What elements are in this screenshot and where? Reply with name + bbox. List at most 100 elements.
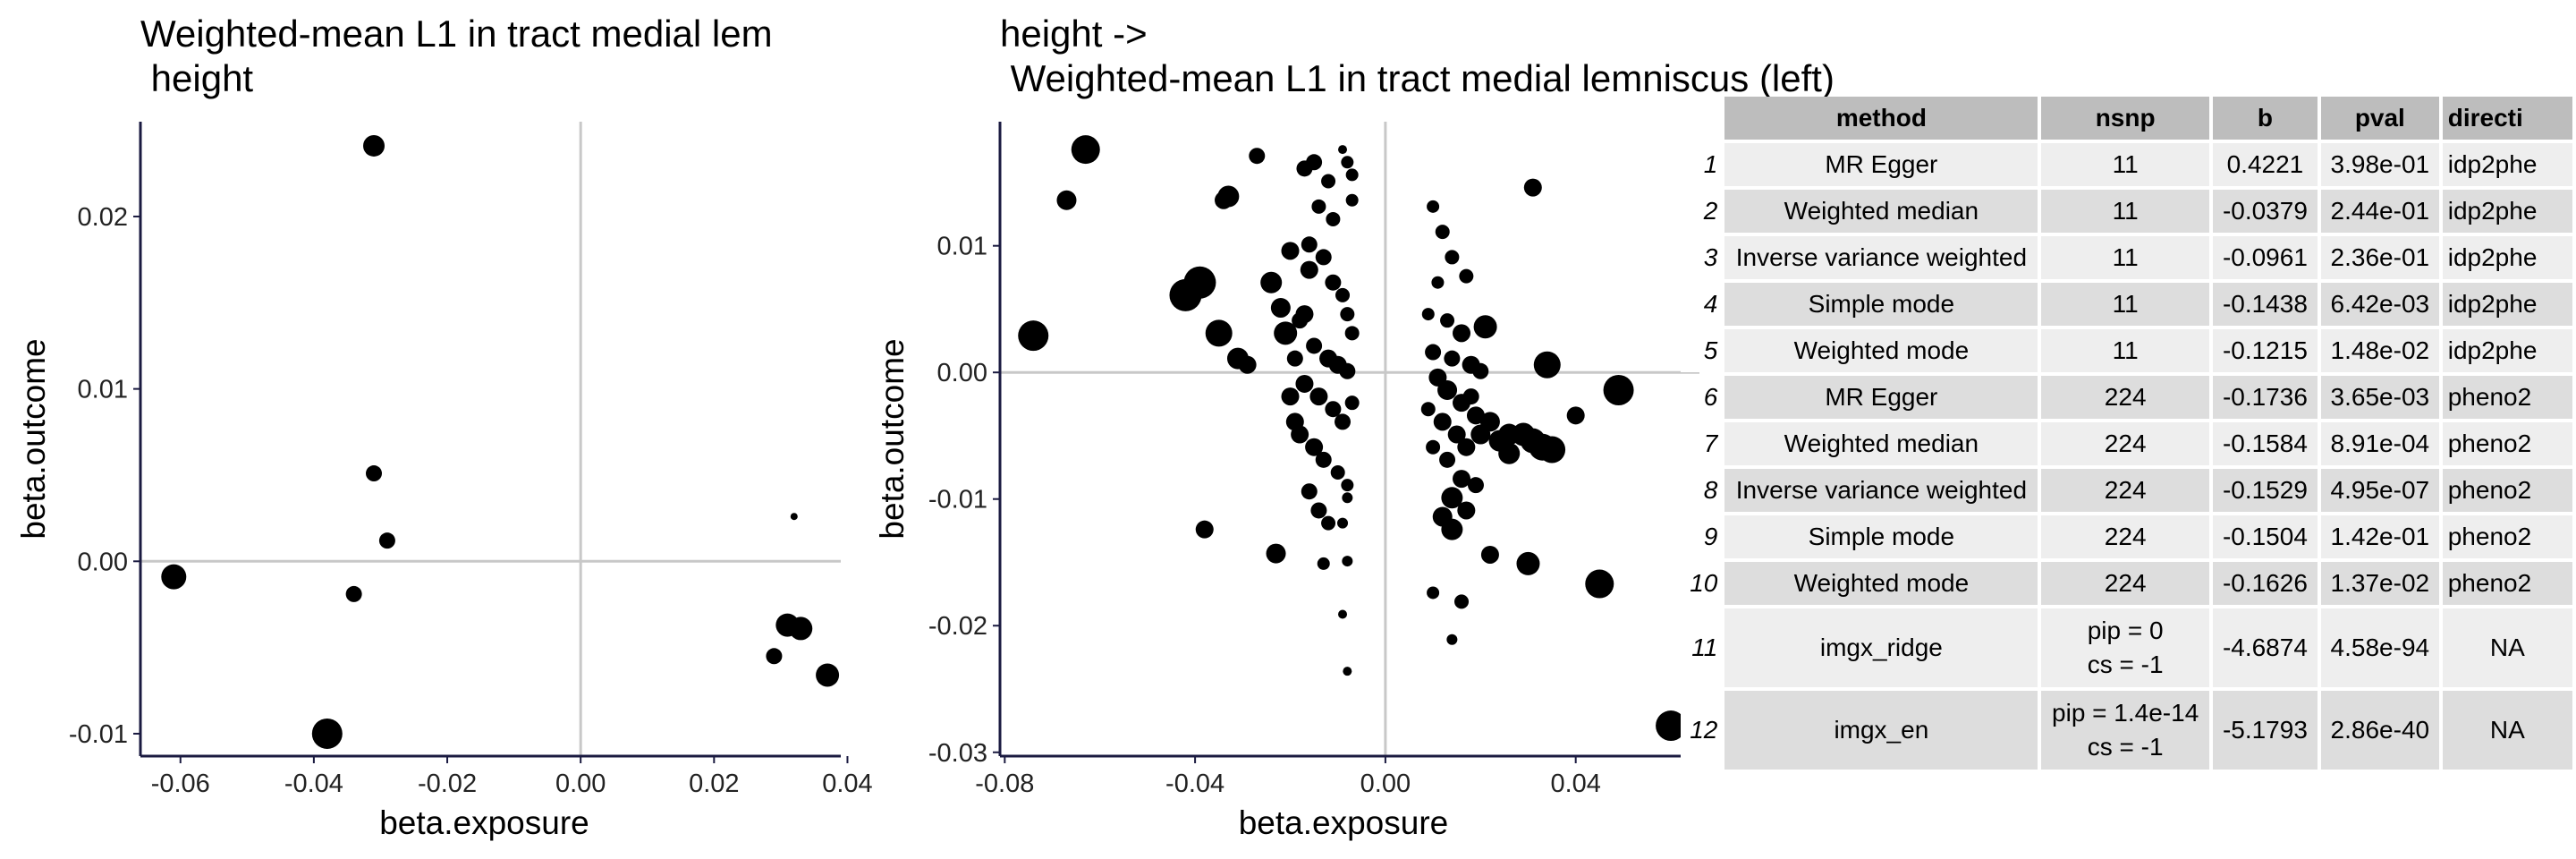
data-point: [1523, 178, 1542, 197]
scatter-panel-2: height -> Weighted-mean L1 in tract medi…: [874, 13, 1835, 841]
cell-nsnp: 224: [2041, 469, 2209, 512]
row-number: 2: [1681, 190, 1722, 233]
data-point: [1195, 520, 1214, 539]
cell-pval: 4.95e-07: [2320, 469, 2439, 512]
data-point: [1325, 274, 1342, 291]
row-number: 7: [1681, 422, 1722, 465]
data-point: [790, 513, 798, 521]
cell-nsnp: 11: [2041, 329, 2209, 372]
data-point: [1462, 388, 1479, 405]
data-point: [1309, 387, 1328, 406]
data-point: [1603, 375, 1634, 406]
x-tick-label: -0.04: [284, 770, 343, 798]
cell-b: -0.1529: [2212, 469, 2318, 512]
header-nsnp: nsnp: [2041, 97, 2209, 140]
cell-b: -0.0961: [2212, 236, 2318, 279]
data-point: [1311, 199, 1326, 214]
data-point: [345, 585, 362, 602]
y-tick-label: 0.02: [78, 203, 128, 232]
data-point: [1472, 362, 1489, 379]
data-point: [1440, 313, 1455, 328]
data-point: [1335, 413, 1352, 430]
x-tick-label: 0.04: [822, 770, 872, 798]
x-tick-label: 0.04: [1550, 770, 1600, 798]
cell-nsnp: 11: [2041, 283, 2209, 326]
data-point: [1260, 271, 1283, 293]
data-point: [1538, 436, 1566, 464]
cell-direction: pheno2: [2442, 469, 2572, 512]
table-row: 2 Weighted median 11 -0.0379 2.44e-01 idp2phe: [1681, 190, 2572, 233]
data-points: [1018, 135, 1687, 742]
table-row: 7 Weighted median 224 -0.1584 8.91e-04 pheno2: [1681, 422, 2572, 465]
data-point: [1342, 492, 1353, 504]
data-point: [1340, 307, 1355, 322]
data-point: [1071, 135, 1100, 165]
data-point: [1301, 483, 1318, 500]
cell-method: MR Egger: [1724, 143, 2038, 186]
cell-b: 0.4221: [2212, 143, 2318, 186]
data-point: [1479, 412, 1500, 432]
data-point: [1441, 518, 1463, 540]
row-number: 6: [1681, 376, 1722, 419]
data-point: [1281, 387, 1300, 406]
table-row: 11 imgx_ridge pip = 0 cs = -1 -4.6874 4.58e-9…: [1681, 608, 2572, 687]
cell-pval: 8.91e-04: [2320, 422, 2439, 465]
cell-method: MR Egger: [1724, 376, 2038, 419]
data-point: [1285, 412, 1304, 431]
x-tick-label: -0.06: [151, 770, 210, 798]
data-point: [1466, 406, 1485, 425]
cell-nsnp-pip: pip = 1.4e-14: [2052, 699, 2199, 727]
data-point: [1281, 242, 1300, 260]
data-point: [1321, 174, 1336, 189]
cell-b: -0.1736: [2212, 376, 2318, 419]
row-number: 12: [1681, 691, 1722, 770]
table-row: 12 imgx_en pip = 1.4e-14 cs = -1 -5.1793 2.86…: [1681, 691, 2572, 770]
row-number: 11: [1681, 608, 1722, 687]
cell-direction: pheno2: [2442, 376, 2572, 419]
y-tick-label: 0.01: [937, 233, 987, 261]
cell-pval: 1.42e-01: [2320, 515, 2439, 558]
data-point: [1270, 298, 1291, 319]
data-point: [1310, 502, 1327, 519]
data-point: [1445, 250, 1460, 265]
data-point: [1306, 154, 1323, 171]
cell-pval: 3.65e-03: [2320, 376, 2439, 419]
cell-pval: 2.86e-40: [2320, 691, 2439, 770]
data-point: [1441, 487, 1463, 509]
data-point: [1338, 145, 1348, 155]
row-number: 8: [1681, 469, 1722, 512]
cell-direction: idp2phe: [2442, 283, 2572, 326]
y-tick-label: -0.03: [928, 739, 987, 768]
chart-title-line2: height: [140, 57, 253, 99]
cell-nsnp-cs: cs = -1: [2087, 733, 2164, 761]
y-axis-label: beta.outcome: [15, 338, 52, 539]
cell-nsnp: 11: [2041, 143, 2209, 186]
data-point: [1656, 710, 1687, 742]
x-axis-label: beta.exposure: [379, 804, 589, 841]
table-row: 6 MR Egger 224 -0.1736 3.65e-03 pheno2: [1681, 376, 2572, 419]
x-tick-label: 0.02: [689, 770, 739, 798]
cell-method: imgx_ridge: [1724, 608, 2038, 687]
cell-direction: idp2phe: [2442, 190, 2572, 233]
data-point: [366, 465, 382, 482]
data-point: [1473, 315, 1497, 339]
data-point: [1300, 260, 1318, 279]
x-tick-label: -0.04: [1165, 770, 1224, 798]
data-point: [816, 663, 840, 687]
data-point: [1286, 350, 1303, 367]
cell-pval: 3.98e-01: [2320, 143, 2439, 186]
data-point: [1339, 362, 1356, 379]
y-tick-label: -0.02: [928, 612, 987, 641]
data-point: [1420, 402, 1436, 417]
data-point: [1341, 479, 1354, 492]
data-point: [1435, 225, 1450, 240]
data-point: [1457, 501, 1476, 520]
cell-nsnp: 224: [2041, 422, 2209, 465]
cell-pval: 1.48e-02: [2320, 329, 2439, 372]
cell-method: Weighted median: [1724, 190, 2038, 233]
row-number: 4: [1681, 283, 1722, 326]
data-point: [1326, 211, 1341, 226]
data-point: [1266, 543, 1286, 564]
table-row: 1 MR Egger 11 0.4221 3.98e-01 idp2phe: [1681, 143, 2572, 186]
